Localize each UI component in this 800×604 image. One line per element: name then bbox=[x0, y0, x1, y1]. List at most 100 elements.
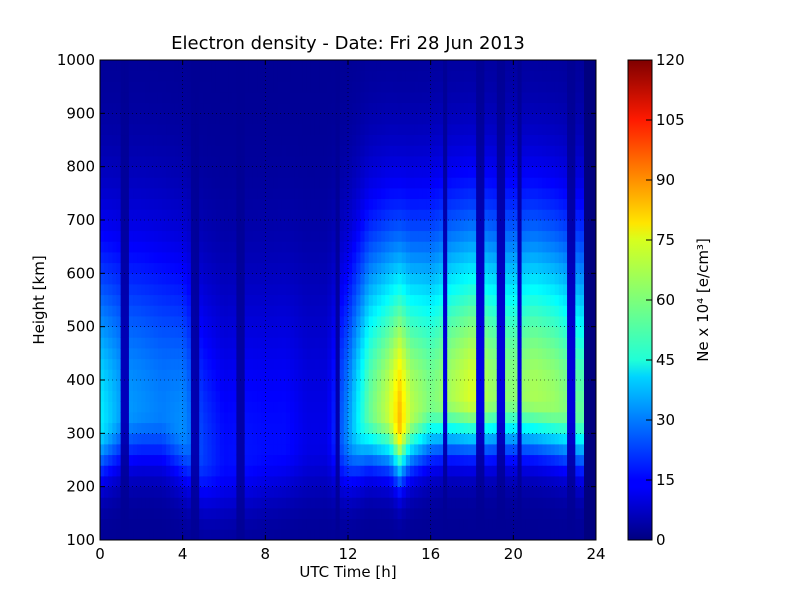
heatmap-cell bbox=[182, 262, 188, 274]
heatmap-cell bbox=[219, 422, 225, 434]
heatmap-cell bbox=[521, 358, 527, 370]
heatmap-cell bbox=[281, 326, 287, 338]
heatmap-cell bbox=[418, 284, 423, 296]
heatmap-cell bbox=[534, 454, 539, 466]
heatmap-cell bbox=[335, 102, 341, 114]
heatmap-cell bbox=[372, 294, 378, 306]
heatmap-cell bbox=[418, 294, 423, 306]
heatmap-cell bbox=[397, 60, 403, 72]
heatmap-cell bbox=[451, 380, 456, 392]
heatmap-cell bbox=[108, 134, 113, 146]
heatmap-cell bbox=[195, 316, 200, 328]
heatmap-cell bbox=[112, 380, 117, 392]
heatmap-cell bbox=[302, 337, 308, 349]
heatmap-cell bbox=[261, 124, 266, 136]
heatmap-cell bbox=[488, 81, 494, 93]
heatmap-cell bbox=[133, 486, 138, 498]
heatmap-cell bbox=[488, 337, 494, 349]
heatmap-cell bbox=[294, 316, 299, 328]
heatmap-cell bbox=[219, 198, 225, 210]
heatmap-cell bbox=[397, 81, 403, 93]
heatmap-cell bbox=[455, 412, 460, 424]
heatmap-cell bbox=[451, 134, 456, 146]
heatmap-cell bbox=[488, 529, 494, 541]
heatmap-cell bbox=[170, 284, 175, 296]
heatmap-cell bbox=[100, 454, 105, 466]
heatmap-cell bbox=[327, 124, 332, 136]
heatmap-cell bbox=[319, 380, 324, 392]
heatmap-cell bbox=[372, 529, 378, 541]
heatmap-cell bbox=[397, 401, 403, 413]
heatmap-cell bbox=[480, 444, 485, 456]
heatmap-cell bbox=[244, 284, 250, 296]
heatmap-cell bbox=[492, 102, 498, 114]
heatmap-cell bbox=[149, 294, 155, 306]
heatmap-cell bbox=[323, 412, 328, 424]
heatmap-cell bbox=[389, 220, 394, 232]
heatmap-cell bbox=[298, 518, 303, 530]
heatmap-cell bbox=[480, 380, 485, 392]
heatmap-cell bbox=[190, 209, 196, 221]
heatmap-cell bbox=[327, 70, 332, 82]
heatmap-cell bbox=[157, 486, 163, 498]
heatmap-cell bbox=[372, 497, 378, 509]
heatmap-cell bbox=[438, 380, 444, 392]
heatmap-cell bbox=[352, 145, 357, 157]
heatmap-cell bbox=[112, 358, 117, 370]
heatmap-cell bbox=[480, 70, 485, 82]
heatmap-cell bbox=[277, 134, 283, 146]
heatmap-cell bbox=[372, 284, 378, 296]
heatmap-cell bbox=[434, 358, 440, 370]
heatmap-cell bbox=[538, 220, 543, 232]
heatmap-cell bbox=[215, 262, 221, 274]
heatmap-cell bbox=[476, 241, 481, 253]
heatmap-cell bbox=[137, 508, 142, 520]
heatmap-cell bbox=[190, 316, 196, 328]
heatmap-cell bbox=[203, 390, 208, 402]
heatmap-cell bbox=[513, 188, 518, 200]
heatmap-cell bbox=[116, 81, 122, 93]
heatmap-cell bbox=[306, 518, 312, 530]
heatmap-cell bbox=[252, 486, 258, 498]
heatmap-cell bbox=[182, 412, 188, 424]
heatmap-cell bbox=[463, 497, 469, 509]
heatmap-cell bbox=[443, 348, 448, 360]
heatmap-cell bbox=[438, 497, 444, 509]
heatmap-cell bbox=[219, 145, 225, 157]
heatmap-cell bbox=[248, 166, 254, 178]
heatmap-cell bbox=[120, 454, 126, 466]
heatmap-cell bbox=[174, 294, 179, 306]
heatmap-cell bbox=[240, 390, 246, 402]
heatmap-cell bbox=[376, 433, 382, 445]
heatmap-cell bbox=[476, 390, 481, 402]
heatmap-cell bbox=[236, 486, 241, 498]
heatmap-cell bbox=[124, 230, 130, 242]
heatmap-cell bbox=[385, 305, 390, 317]
heatmap-cell bbox=[257, 412, 262, 424]
heatmap-cell bbox=[323, 337, 328, 349]
heatmap-cell bbox=[261, 220, 266, 232]
heatmap-cell bbox=[500, 529, 506, 541]
heatmap-cell bbox=[112, 316, 117, 328]
heatmap-cell bbox=[492, 390, 498, 402]
heatmap-cell bbox=[310, 198, 316, 210]
heatmap-cell bbox=[265, 476, 270, 488]
heatmap-cell bbox=[546, 380, 551, 392]
heatmap-cell bbox=[261, 81, 266, 93]
heatmap-cell bbox=[546, 305, 551, 317]
heatmap-cell bbox=[162, 102, 167, 114]
heatmap-cell bbox=[343, 380, 349, 392]
heatmap-cell bbox=[343, 454, 349, 466]
heatmap-cell bbox=[484, 113, 489, 125]
heatmap-cell bbox=[368, 454, 374, 466]
heatmap-cell bbox=[199, 433, 204, 445]
heatmap-cell bbox=[203, 220, 208, 232]
heatmap-cell bbox=[116, 220, 122, 232]
heatmap-cell bbox=[480, 486, 485, 498]
heatmap-cell bbox=[215, 518, 221, 530]
heatmap-cell bbox=[252, 102, 258, 114]
heatmap-cell bbox=[418, 316, 423, 328]
heatmap-cell bbox=[335, 273, 341, 285]
heatmap-cell bbox=[145, 518, 150, 530]
heatmap-cell bbox=[162, 156, 167, 168]
